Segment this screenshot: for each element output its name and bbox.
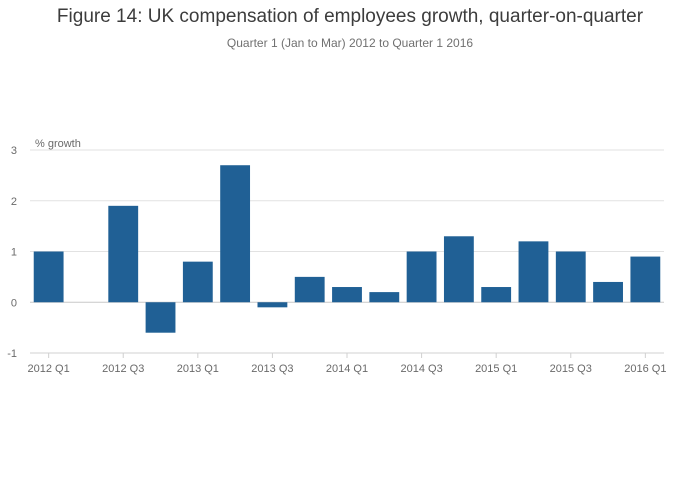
- y-tick-label: 3: [11, 145, 17, 157]
- bar: [369, 292, 400, 303]
- x-tick-label: 2015 Q3: [550, 363, 592, 375]
- bar: [33, 251, 64, 303]
- bar: [518, 241, 549, 303]
- y-axis-ticks: -1 0 1 2 3: [7, 145, 17, 360]
- x-tick-label: 2014 Q1: [326, 363, 368, 375]
- y-tick-label: -1: [7, 348, 17, 360]
- y-tick-label: 2: [11, 196, 17, 208]
- bar: [257, 302, 288, 308]
- bar: [108, 205, 139, 303]
- bars: [33, 165, 661, 333]
- bar: [182, 261, 213, 303]
- x-tick-label: 2013 Q3: [251, 363, 293, 375]
- bar: [593, 281, 623, 303]
- bar: [406, 251, 437, 303]
- bar: [630, 256, 661, 303]
- x-tick-label: 2012 Q1: [28, 363, 70, 375]
- bar: [443, 236, 474, 303]
- chart-title: Figure 14: UK compensation of employees …: [56, 6, 644, 27]
- bar: [332, 287, 362, 303]
- bar: [145, 302, 176, 333]
- x-tick-label: 2014 Q3: [400, 363, 442, 375]
- y-axis-label: % growth: [35, 138, 81, 150]
- bar: [481, 287, 512, 303]
- x-tick-label: 2015 Q1: [475, 363, 517, 375]
- x-tick-label: 2012 Q3: [102, 363, 144, 375]
- bar: [555, 251, 586, 303]
- x-tick-label: 2016 Q1: [624, 363, 666, 375]
- bar: [220, 165, 251, 303]
- y-tick-label: 1: [11, 247, 17, 259]
- x-axis-ticks: 2012 Q1 2012 Q3 2013 Q1 2013 Q3 2014 Q1 2014 …: [28, 353, 666, 375]
- x-tick-label: 2013 Q1: [177, 363, 219, 375]
- chart-subtitle: Quarter 1 (Jan to Mar) 2012 to Quarter 1…: [226, 36, 474, 50]
- bar: [294, 276, 325, 303]
- y-tick-label: 0: [11, 297, 17, 309]
